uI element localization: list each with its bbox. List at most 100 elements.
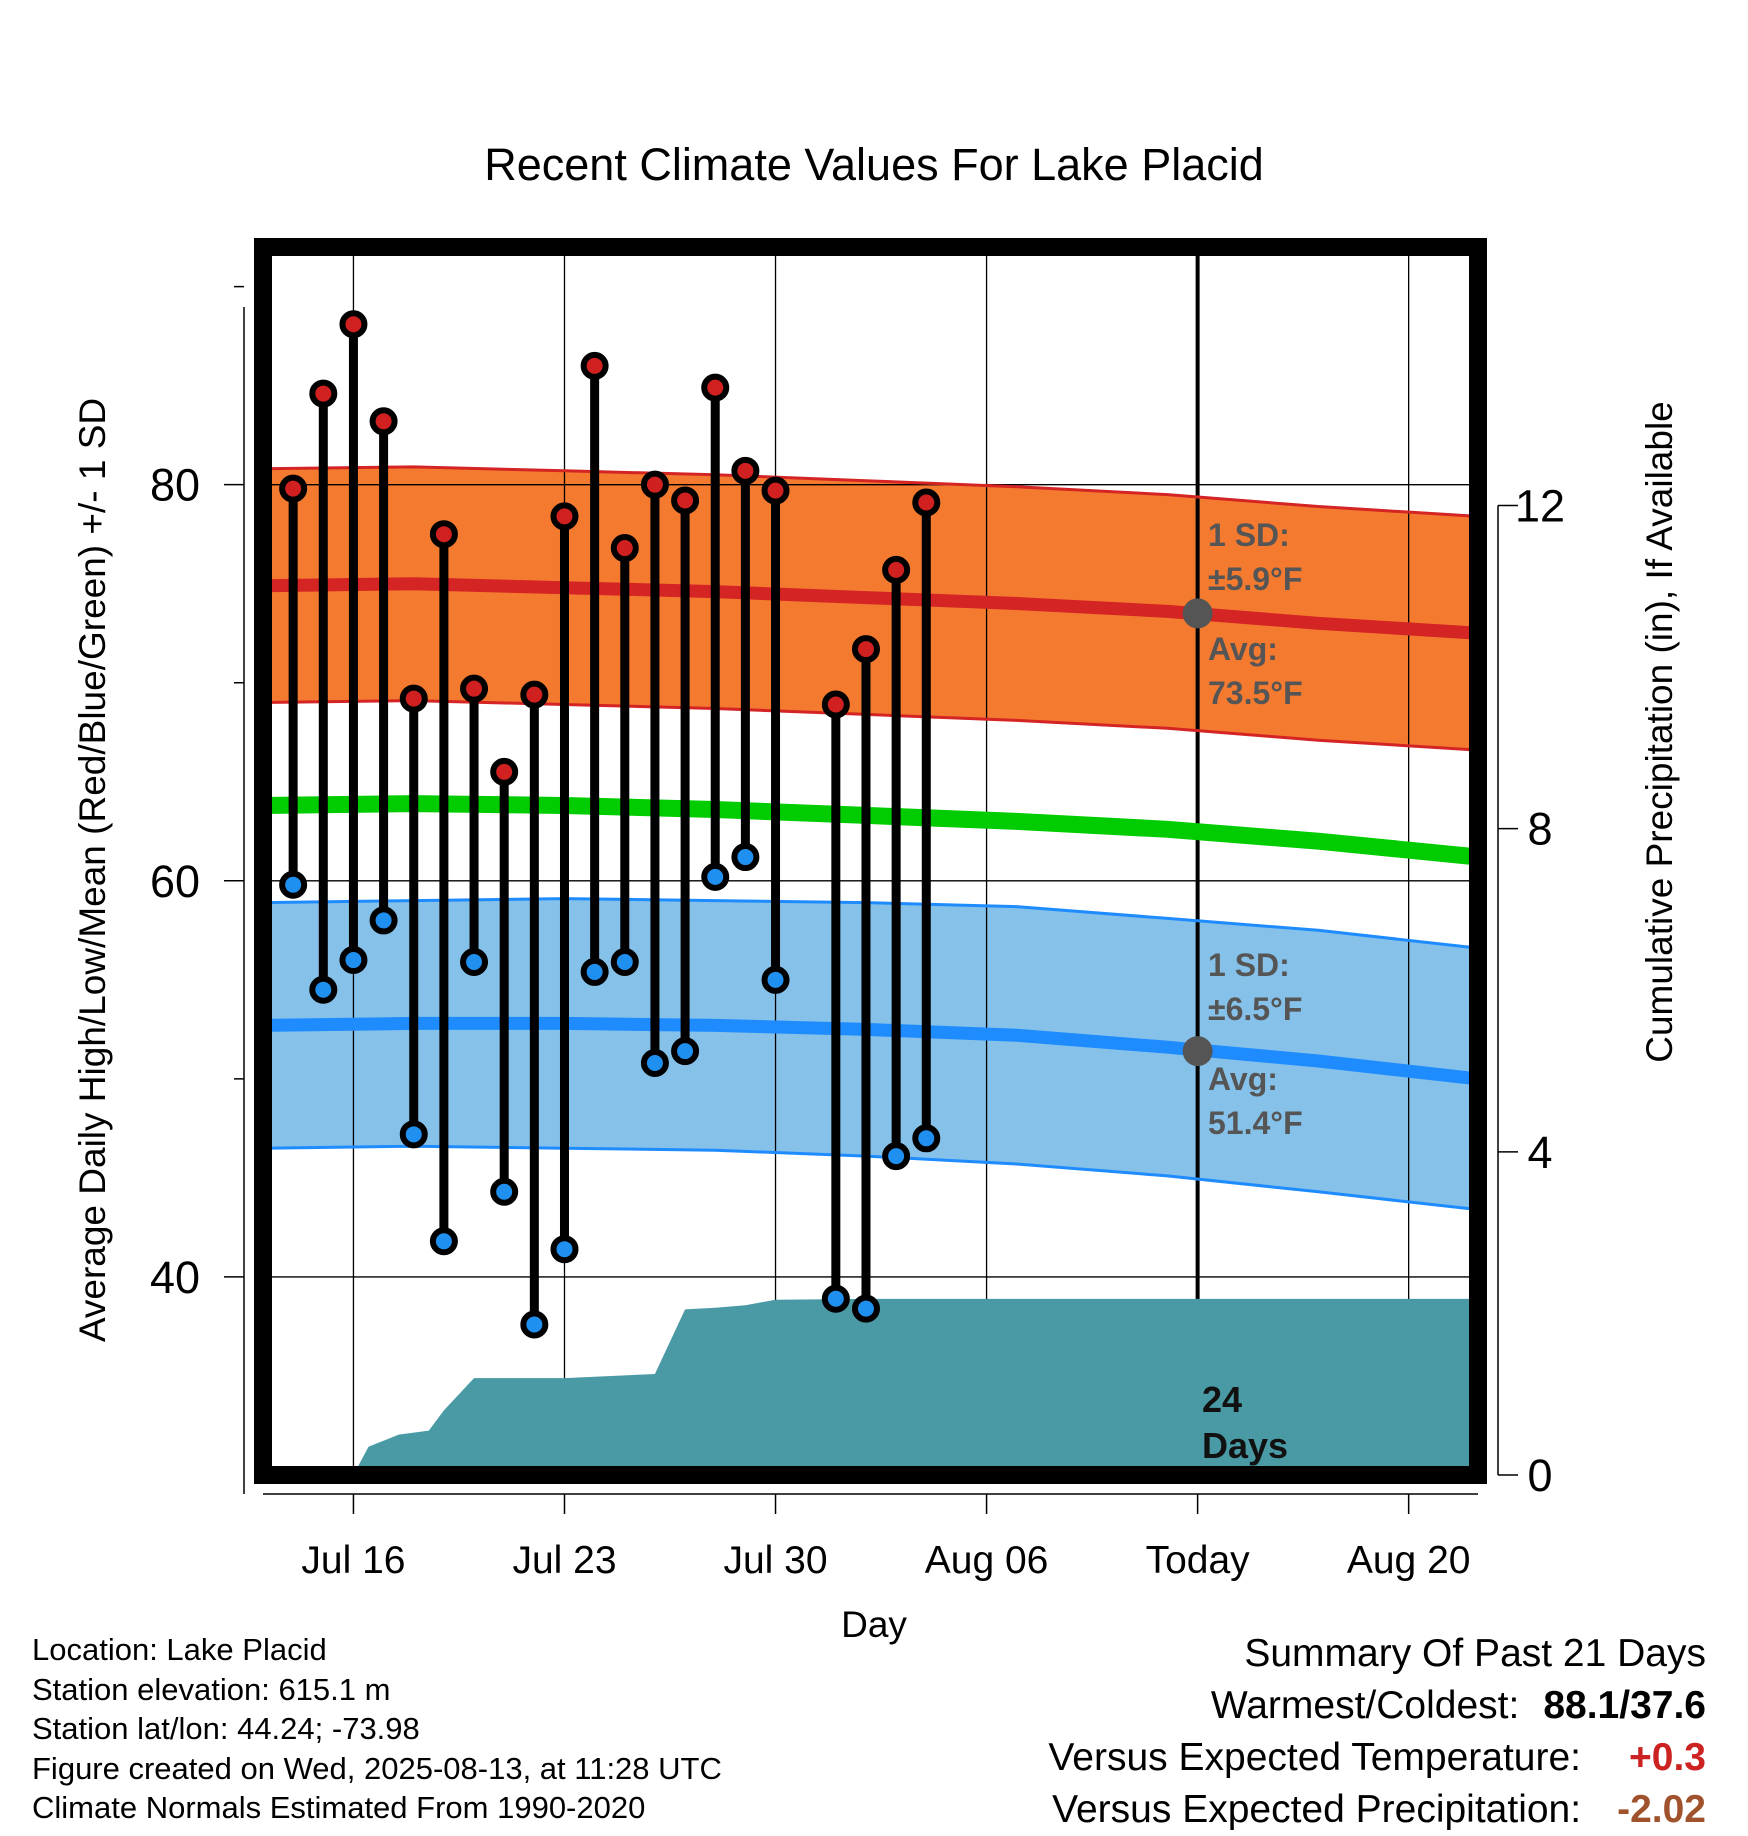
summary-precip-row: Versus Expected Precipitation: -2.02 <box>1048 1784 1706 1836</box>
days-word: Days <box>1202 1425 1288 1466</box>
daily-high-point <box>761 476 790 505</box>
summary-temp-row: Versus Expected Temperature: +0.3 <box>1048 1732 1706 1784</box>
x-tick-label: Today <box>1146 1539 1251 1582</box>
daily-high-point <box>851 635 880 664</box>
daily-low-point <box>640 1049 669 1078</box>
daily-low-point <box>882 1142 911 1171</box>
daily-low-point <box>912 1124 941 1153</box>
daily-low-point <box>550 1235 579 1264</box>
y2-tick-label: 4 <box>1527 1127 1552 1178</box>
x-axis-label: Day <box>841 1604 907 1645</box>
daily-high-point <box>580 351 609 380</box>
daily-high-point <box>369 407 398 436</box>
daily-low-point <box>851 1294 880 1323</box>
x-tick-label: Aug 20 <box>1347 1539 1471 1582</box>
daily-high-point <box>309 379 338 408</box>
daily-low-point <box>761 965 790 994</box>
plot-area <box>263 247 1478 1475</box>
high-sd-value: ±5.9°F <box>1208 561 1302 597</box>
daily-low-point <box>460 948 489 977</box>
normals-text: Climate Normals Estimated From 1990-2020 <box>32 1790 646 1825</box>
y-tick-label: 40 <box>150 1252 200 1303</box>
precip-value: -2.02 <box>1617 1788 1706 1831</box>
created-text: Figure created on Wed, 2025-08-13, at 11… <box>32 1750 722 1786</box>
daily-low-point <box>701 862 730 891</box>
high-avg-value: 73.5°F <box>1208 675 1303 711</box>
daily-low-point <box>731 843 760 872</box>
daily-high-point <box>912 488 941 517</box>
station-info: Location: Lake Placid Station elevation:… <box>32 1630 722 1828</box>
y-axis-label: Average Daily High/Low/Mean (Red/Blue/Gr… <box>72 398 113 1342</box>
today-low-avg-marker <box>1182 1036 1213 1067</box>
warm-cold-label: Warmest/Coldest: <box>1210 1684 1520 1727</box>
latlon-text: Station lat/lon: 44.24; -73.98 <box>32 1711 420 1746</box>
grid-lines <box>263 247 1478 1475</box>
daily-high-point <box>821 690 850 719</box>
chart-title: Recent Climate Values For Lake Placid <box>484 139 1264 190</box>
summary-heading: Summary Of Past 21 Days <box>1244 1632 1706 1675</box>
daily-high-point <box>490 757 519 786</box>
plot-background <box>263 247 1478 1475</box>
daily-low-point <box>490 1177 519 1206</box>
cumulative-precip-area <box>263 1298 1478 1475</box>
daily-low-point <box>671 1037 700 1066</box>
daily-high-point <box>550 502 579 531</box>
daily-high-point <box>429 520 458 549</box>
daily-high-point <box>339 310 368 339</box>
daily-high-point <box>460 674 489 703</box>
daily-low-point <box>610 948 639 977</box>
daily-high-point <box>701 373 730 402</box>
days-count: 24 <box>1202 1379 1242 1420</box>
y2-axis-label: Cumulative Precipitation (in), If Availa… <box>1639 401 1680 1063</box>
y-tick-label: 60 <box>150 856 200 907</box>
location-text: Location: Lake Placid <box>32 1632 327 1667</box>
daily-low-point <box>339 946 368 975</box>
daily-low-point <box>369 906 398 935</box>
axes: 40 60 80 0 4 8 12 Jul 16 Jul 23 Jul 30 Aug 06 Today… <box>150 285 1565 1582</box>
annotations: 1 SD: ±5.9°F Avg: 73.5°F 1 SD: ±6.5°F Av… <box>1202 517 1303 1466</box>
x-tick-label: Jul 23 <box>512 1539 616 1582</box>
low-sd-label: 1 SD: <box>1208 947 1290 983</box>
summary-warm-cold-row: Warmest/Coldest: 88.1/37.6 <box>1048 1680 1706 1732</box>
precipitation-area <box>263 1298 1478 1475</box>
daily-high-point <box>640 470 669 499</box>
high-avg-label: Avg: <box>1208 631 1278 667</box>
low-avg-value: 51.4°F <box>1208 1105 1303 1141</box>
daily-low-point <box>821 1284 850 1313</box>
daily-low-point <box>309 975 338 1004</box>
daily-high-point <box>279 474 308 503</box>
temp-label: Versus Expected Temperature: <box>1048 1736 1581 1779</box>
daily-low-point <box>520 1310 549 1339</box>
elevation-text: Station elevation: 615.1 m <box>32 1671 391 1707</box>
high-sd-label: 1 SD: <box>1208 517 1290 553</box>
today-high-avg-marker <box>1182 598 1213 629</box>
daily-high-point <box>882 555 911 584</box>
x-tick-label: Jul 16 <box>301 1539 405 1582</box>
daily-high-point <box>399 684 428 713</box>
daily-high-point <box>671 486 700 515</box>
daily-low-point <box>580 957 609 986</box>
low-sd-value: ±6.5°F <box>1208 991 1302 1027</box>
y2-tick-label: 12 <box>1515 481 1565 532</box>
plot-frame <box>254 238 1487 1484</box>
high-sd-upper-line <box>262 465 1479 518</box>
observations <box>279 310 941 1339</box>
summary-panel: Summary Of Past 21 Days Warmest/Coldest:… <box>1048 1628 1706 1836</box>
x-tick-label: Jul 30 <box>723 1539 827 1582</box>
y2-tick-label: 8 <box>1527 804 1552 855</box>
high-normal-line <box>262 577 1479 640</box>
daily-low-point <box>429 1227 458 1256</box>
plot-border <box>254 238 1487 1484</box>
daily-low-point <box>279 870 308 899</box>
temp-value: +0.3 <box>1629 1736 1706 1779</box>
precip-label: Versus Expected Precipitation: <box>1052 1788 1582 1831</box>
y2-tick-label: 0 <box>1527 1450 1552 1501</box>
low-avg-label: Avg: <box>1208 1061 1278 1097</box>
y-tick-label: 80 <box>150 460 200 511</box>
x-tick-label: Aug 06 <box>925 1539 1049 1582</box>
daily-high-point <box>731 456 760 485</box>
warm-cold-value: 88.1/37.6 <box>1543 1684 1706 1727</box>
daily-high-point <box>610 534 639 563</box>
daily-low-point <box>399 1120 428 1149</box>
